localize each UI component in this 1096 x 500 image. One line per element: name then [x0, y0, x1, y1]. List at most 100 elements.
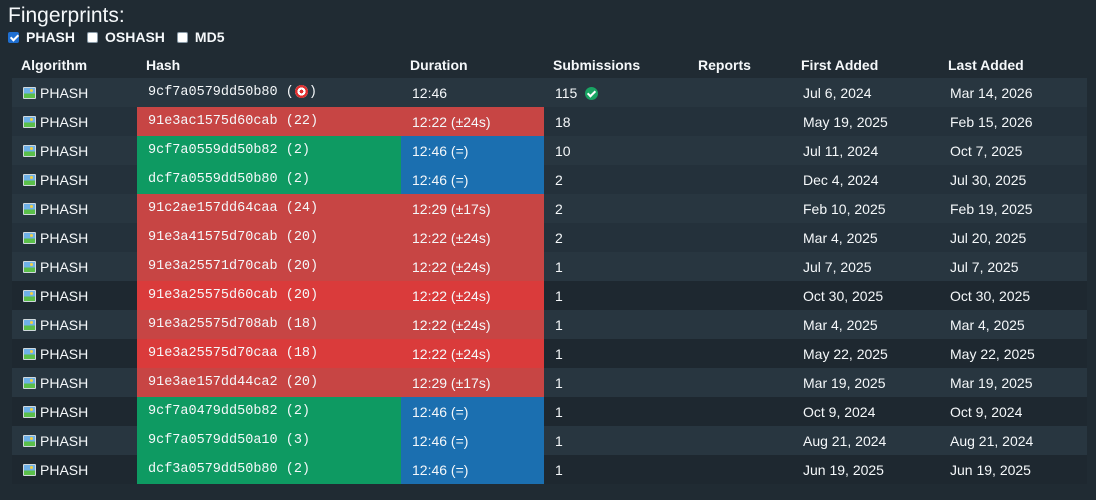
- first-added-cell: Feb 10, 2025: [803, 200, 886, 217]
- table-row: PHASH 91e3a25575d708ab (18) 12:22 (±24s)…: [12, 310, 1087, 339]
- duration-cell: 12:46 (=): [401, 426, 544, 455]
- hash-cell[interactable]: 91c2ae157dd64caa (24): [137, 194, 401, 223]
- fingerprints-title: Fingerprints:: [8, 4, 125, 27]
- duration-cell: 12:46 (=): [401, 136, 544, 165]
- image-icon: [23, 289, 36, 302]
- image-icon: [23, 86, 36, 99]
- hash-cell[interactable]: 91e3a41575d70cab (20): [137, 223, 401, 252]
- image-icon: [23, 376, 36, 389]
- filter-phash[interactable]: PHASH: [8, 29, 75, 45]
- reports-cell: [689, 252, 792, 281]
- hash-cell[interactable]: 9cf7a0559dd50b82 (2): [137, 136, 401, 165]
- duration-cell: 12:22 (±24s): [401, 252, 544, 281]
- reports-cell: [689, 455, 792, 484]
- col-reports[interactable]: Reports: [698, 57, 751, 73]
- filter-md5[interactable]: MD5: [176, 29, 224, 45]
- hash-cell[interactable]: 91e3a25575d60cab (20): [137, 281, 401, 310]
- duration-cell: 12:46: [412, 84, 448, 101]
- first-added-cell: Jul 7, 2025: [803, 258, 872, 275]
- submissions-cell: 18: [555, 113, 571, 130]
- reports-cell: [689, 136, 792, 165]
- submissions-cell: 1: [555, 258, 563, 275]
- phash-checkbox[interactable]: [8, 31, 19, 43]
- reports-cell: [689, 165, 792, 194]
- hash-cell[interactable]: 91e3a25571d70cab (20): [137, 252, 401, 281]
- first-added-cell: Jul 11, 2024: [803, 142, 879, 159]
- duration-cell: 12:22 (±24s): [401, 310, 544, 339]
- table-row: PHASH 91e3ae157dd44ca2 (20) 12:29 (±17s)…: [12, 368, 1087, 397]
- image-icon: [23, 405, 36, 418]
- image-icon: [23, 144, 36, 157]
- duration-cell: 12:22 (±24s): [401, 339, 544, 368]
- first-added-cell: Mar 19, 2025: [803, 374, 886, 391]
- duration-cell: 12:22 (±24s): [401, 281, 544, 310]
- last-added-cell: Mar 4, 2025: [950, 316, 1025, 333]
- target-icon: [294, 84, 308, 98]
- col-algorithm[interactable]: Algorithm: [21, 57, 88, 73]
- col-hash[interactable]: Hash: [146, 57, 181, 73]
- hash-cell[interactable]: dcf7a0559dd50b80 (2): [137, 165, 401, 194]
- col-duration[interactable]: Duration: [410, 57, 468, 73]
- table-row: PHASH 91e3a41575d70cab (20) 12:22 (±24s)…: [12, 223, 1087, 252]
- last-added-cell: Jul 20, 2025: [950, 229, 1027, 246]
- col-first-added[interactable]: First Added: [801, 57, 879, 73]
- duration-cell: 12:22 (±24s): [401, 107, 544, 136]
- first-added-cell: Jul 6, 2024: [803, 84, 872, 101]
- hash-cell[interactable]: 91e3ae157dd44ca2 (20): [137, 368, 401, 397]
- first-added-cell: May 22, 2025: [803, 345, 888, 362]
- table-row: PHASH 91e3a25571d70cab (20) 12:22 (±24s)…: [12, 252, 1087, 281]
- last-added-cell: Jul 30, 2025: [950, 171, 1027, 188]
- duration-cell: 12:22 (±24s): [401, 223, 544, 252]
- image-icon: [23, 347, 36, 360]
- reports-cell: [689, 107, 792, 136]
- last-added-cell: Oct 7, 2025: [950, 142, 1023, 159]
- submissions-cell: 1: [555, 316, 563, 333]
- image-icon: [23, 202, 36, 215]
- verified-check-icon: [585, 87, 599, 101]
- hash-cell[interactable]: 91e3a25575d708ab (18): [137, 310, 401, 339]
- oshash-label: OSHASH: [105, 29, 165, 45]
- table-header-row: Algorithm Hash Duration Submissions Repo…: [12, 52, 1087, 78]
- reports-cell: [689, 426, 792, 455]
- first-added-cell: Oct 30, 2025: [803, 287, 884, 304]
- first-added-cell: Aug 21, 2024: [803, 432, 887, 449]
- last-added-cell: Feb 19, 2025: [950, 200, 1033, 217]
- hash-cell[interactable]: dcf3a0579dd50b80 (2): [137, 455, 401, 484]
- submissions-cell: 2: [555, 171, 563, 188]
- hash-cell[interactable]: 91e3a25575d70caa (18): [137, 339, 401, 368]
- table-row: PHASH dcf3a0579dd50b80 (2) 12:46 (=) 1 J…: [12, 455, 1087, 484]
- submissions-cell: 1: [555, 374, 563, 391]
- duration-cell: 12:46 (=): [401, 397, 544, 426]
- phash-label: PHASH: [26, 29, 76, 45]
- submissions-cell: 1: [555, 461, 563, 478]
- duration-cell: 12:46 (=): [401, 165, 544, 194]
- oshash-checkbox[interactable]: [87, 31, 99, 43]
- hash-cell[interactable]: 9cf7a0579dd50a10 (3): [137, 426, 401, 455]
- last-added-cell: Mar 14, 2026: [950, 84, 1033, 101]
- first-added-cell: Dec 4, 2024: [803, 171, 879, 188]
- submissions-cell: 1: [555, 432, 563, 449]
- reports-cell: [689, 310, 792, 339]
- filter-oshash[interactable]: OSHASH: [87, 29, 165, 45]
- duration-cell: 12:29 (±17s): [401, 368, 544, 397]
- submissions-cell: 2: [555, 200, 563, 217]
- hash-cell[interactable]: 91e3ac1575d60cab (22): [137, 107, 401, 136]
- hash-cell[interactable]: 9cf7a0479dd50b82 (2): [137, 397, 401, 426]
- col-submissions[interactable]: Submissions: [553, 57, 641, 73]
- last-added-cell: Mar 19, 2025: [950, 374, 1033, 391]
- table-row: PHASH 9cf7a0579dd50b80 () 12:46 115 Jul …: [12, 78, 1087, 107]
- reports-cell: [689, 194, 792, 223]
- table-row: PHASH 9cf7a0579dd50a10 (3) 12:46 (=) 1 A…: [12, 426, 1087, 455]
- fingerprints-header: Fingerprints: PHASH OSHASH MD5: [0, 0, 1096, 46]
- submissions-cell: 115: [544, 78, 689, 107]
- first-added-cell: Jun 19, 2025: [803, 461, 884, 478]
- submissions-cell: 1: [555, 287, 563, 304]
- reports-cell: [689, 78, 792, 107]
- image-icon: [23, 115, 36, 128]
- md5-checkbox[interactable]: [176, 31, 188, 43]
- reports-cell: [689, 339, 792, 368]
- hash-cell[interactable]: 9cf7a0579dd50b80 (): [148, 84, 317, 101]
- last-added-cell: Jun 19, 2025: [950, 461, 1031, 478]
- col-last-added[interactable]: Last Added: [948, 57, 1024, 73]
- first-added-cell: Mar 4, 2025: [803, 229, 878, 246]
